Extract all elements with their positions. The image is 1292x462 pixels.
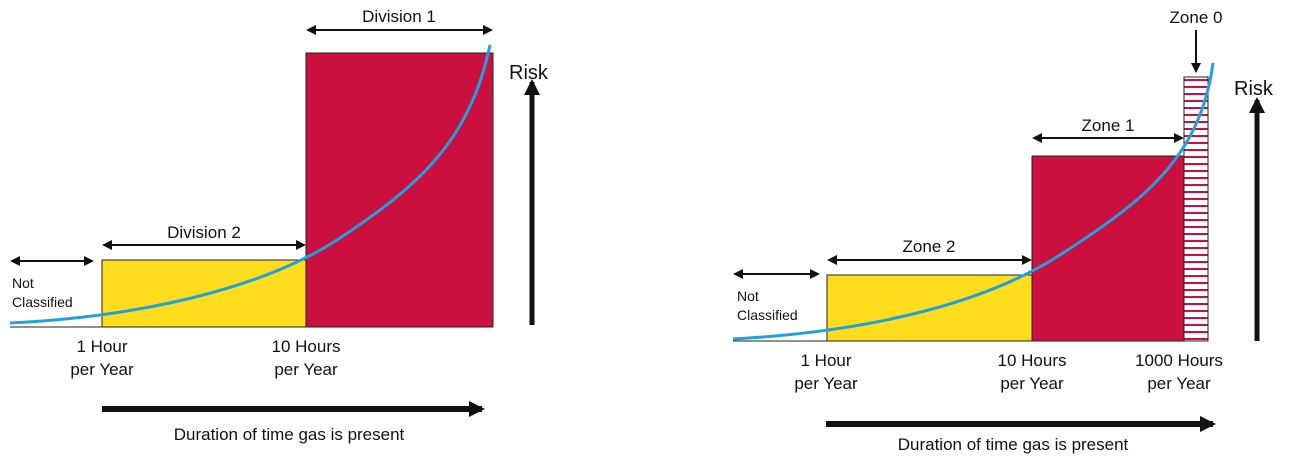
tick-10-hours-left-1: 10 Hours xyxy=(272,337,341,356)
tick-10-hours-right-1: 10 Hours xyxy=(998,351,1067,370)
zone-2-label: Zone 2 xyxy=(903,237,956,256)
tick-1-hour-right-2: per Year xyxy=(794,374,858,393)
zone-0-block xyxy=(1183,76,1209,342)
tick-1-hour-left-1: 1 Hour xyxy=(76,337,127,356)
tick-1000-hours-right-1: 1000 Hours xyxy=(1135,351,1223,370)
tick-1000-hours-right-2: per Year xyxy=(1147,374,1211,393)
division-1-block xyxy=(305,52,494,328)
division-diagram: Not Classified Division 2 Division 1 Ris… xyxy=(9,7,549,444)
not-classified-label-left-1: Not xyxy=(12,275,34,291)
risk-curve-left xyxy=(9,44,492,325)
duration-label-right: Duration of time gas is present xyxy=(898,435,1129,454)
tick-1-hour-left-2: per Year xyxy=(70,360,134,379)
zone-1-block xyxy=(1031,155,1185,342)
tick-10-hours-right-2: per Year xyxy=(1000,374,1064,393)
zone-diagram: Not Classified Zone 2 Zone 1 Zone 0 Risk… xyxy=(732,8,1274,454)
not-classified-label-right-1: Not xyxy=(737,288,759,304)
tick-1-hour-right-1: 1 Hour xyxy=(800,351,851,370)
division-1-label: Division 1 xyxy=(362,7,436,26)
duration-label-left: Duration of time gas is present xyxy=(174,425,405,444)
zone-1-label: Zone 1 xyxy=(1082,116,1135,135)
risk-label-right: Risk xyxy=(1234,78,1274,100)
not-classified-label-left-2: Classified xyxy=(12,294,73,310)
risk-curve-right xyxy=(732,62,1215,341)
risk-label-left: Risk xyxy=(509,62,549,84)
tick-10-hours-left-2: per Year xyxy=(274,360,338,379)
division-2-label: Division 2 xyxy=(167,223,241,242)
not-classified-label-right-2: Classified xyxy=(737,307,798,323)
zone-0-label: Zone 0 xyxy=(1170,8,1223,27)
